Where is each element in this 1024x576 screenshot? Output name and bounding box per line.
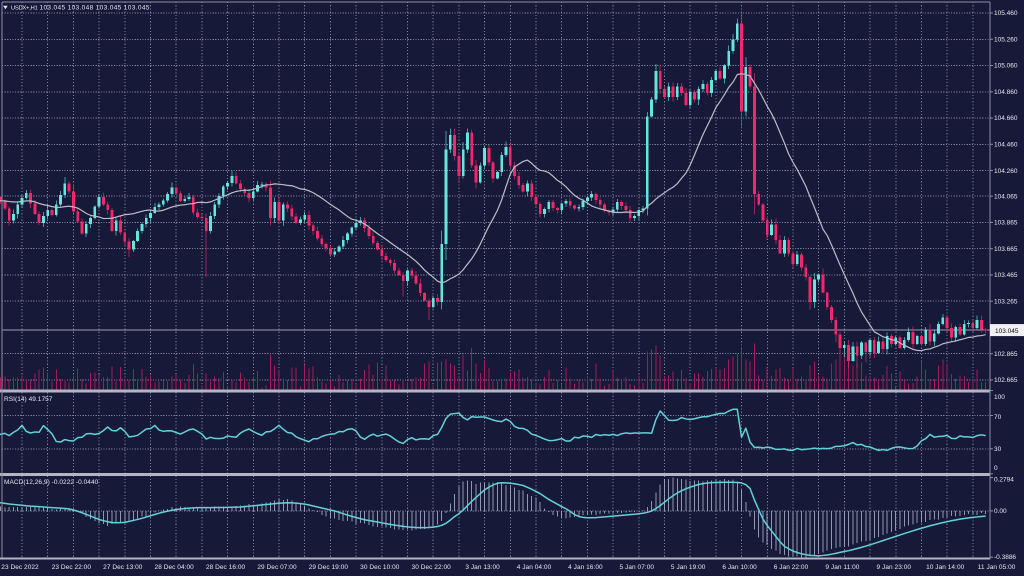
svg-text:29 Dec 07:00: 29 Dec 07:00 <box>257 564 297 571</box>
svg-text:27 Dec 13:00: 27 Dec 13:00 <box>103 564 143 571</box>
svg-text:28 Dec 16:00: 28 Dec 16:00 <box>206 564 246 571</box>
svg-text:30 Dec 22:00: 30 Dec 22:00 <box>412 564 452 571</box>
svg-text:3 Jan 13:00: 3 Jan 13:00 <box>465 564 500 571</box>
svg-text:6 Jan 22:00: 6 Jan 22:00 <box>774 564 809 571</box>
svg-text:11 Jan 05:00: 11 Jan 05:00 <box>978 564 1016 571</box>
svg-text:102.665: 102.665 <box>994 377 1018 384</box>
svg-text:MACD(12,26,9) -0.0222 -0.0440: MACD(12,26,9) -0.0222 -0.0440 <box>4 479 99 486</box>
svg-text:10 Jan 14:00: 10 Jan 14:00 <box>926 564 965 571</box>
svg-text:103.045: 103.045 <box>995 328 1019 335</box>
svg-text:100: 100 <box>994 394 1005 401</box>
svg-text:5 Jan 19:00: 5 Jan 19:00 <box>671 564 706 571</box>
svg-text:104.065: 104.065 <box>994 193 1018 200</box>
svg-text:104.660: 104.660 <box>994 115 1018 122</box>
svg-text:5 Jan 07:00: 5 Jan 07:00 <box>620 564 655 571</box>
svg-text:105.460: 105.460 <box>994 10 1018 17</box>
svg-text:104.460: 104.460 <box>994 142 1018 149</box>
svg-text:-0.3886: -0.3886 <box>994 554 1016 561</box>
svg-text:RSI(14) 49.1757: RSI(14) 49.1757 <box>4 396 53 403</box>
svg-text:104.860: 104.860 <box>994 89 1018 96</box>
svg-text:103.665: 103.665 <box>994 246 1018 253</box>
svg-text:103.865: 103.865 <box>994 220 1018 227</box>
svg-text:23 Dec 2022: 23 Dec 2022 <box>1 564 39 571</box>
svg-text:USDX+,H1: USDX+,H1 <box>11 6 38 12</box>
svg-text:0.2794: 0.2794 <box>994 477 1014 484</box>
svg-text:6 Jan 10:00: 6 Jan 10:00 <box>722 564 757 571</box>
svg-text:4 Jan 04:00: 4 Jan 04:00 <box>517 564 552 571</box>
svg-text:105.060: 105.060 <box>994 63 1018 70</box>
svg-text:9 Jan 23:00: 9 Jan 23:00 <box>877 564 912 571</box>
svg-text:4 Jan 16:00: 4 Jan 16:00 <box>568 564 603 571</box>
svg-text:103.045 103.048 103.045 103.04: 103.045 103.048 103.045 103.045 <box>40 5 150 12</box>
svg-text:23 Dec 22:00: 23 Dec 22:00 <box>52 564 92 571</box>
svg-text:103.265: 103.265 <box>994 298 1018 305</box>
svg-text:28 Dec 04:00: 28 Dec 04:00 <box>155 564 195 571</box>
svg-text:103.465: 103.465 <box>994 272 1018 279</box>
svg-text:105.260: 105.260 <box>994 36 1018 43</box>
svg-text:104.260: 104.260 <box>994 168 1018 175</box>
svg-text:0: 0 <box>994 465 998 472</box>
svg-text:9 Jan 11:00: 9 Jan 11:00 <box>825 564 859 571</box>
svg-text:0.00: 0.00 <box>994 508 1007 515</box>
svg-text:70: 70 <box>994 414 1002 421</box>
svg-text:29 Dec 19:00: 29 Dec 19:00 <box>309 564 349 571</box>
svg-text:102.865: 102.865 <box>994 351 1018 358</box>
svg-text:30: 30 <box>994 446 1002 453</box>
svg-text:30 Dec 10:00: 30 Dec 10:00 <box>360 564 400 571</box>
